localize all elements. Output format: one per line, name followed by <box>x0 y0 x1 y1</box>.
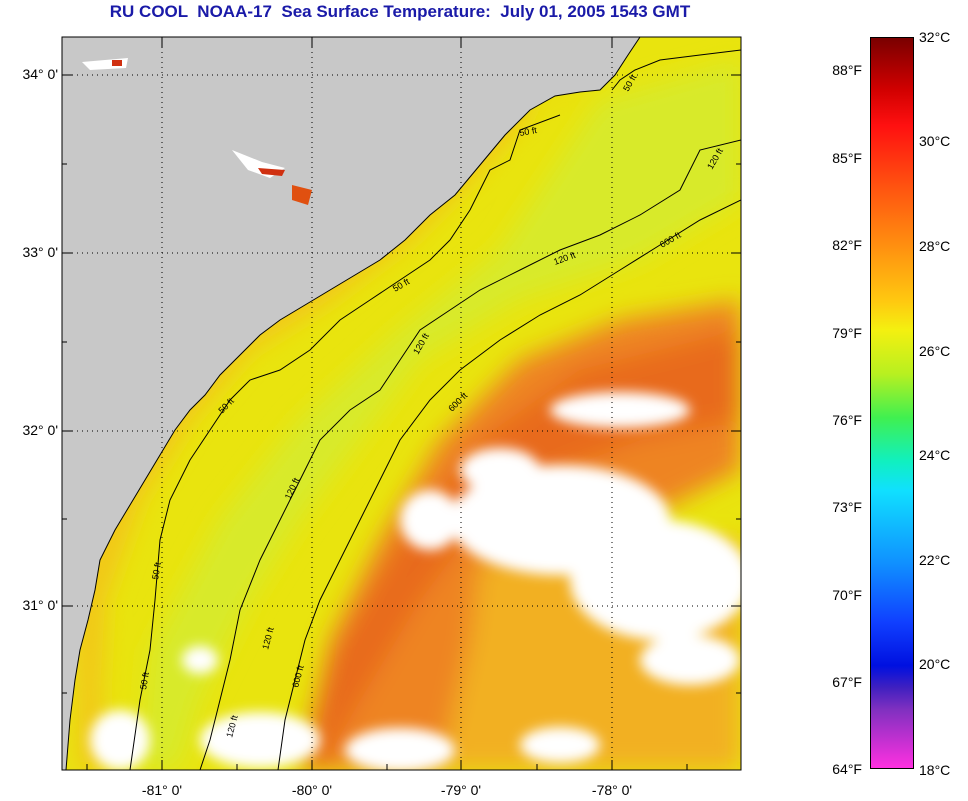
lat-label: 34° 0' <box>22 66 58 82</box>
land-mass <box>62 37 641 770</box>
lon-label: -81° 0' <box>141 782 183 798</box>
fahrenheit-label: 67°F <box>832 674 862 690</box>
cloud-patch <box>640 635 740 685</box>
contour-label: 50 ft <box>519 125 538 138</box>
gulf-stream-core <box>300 330 741 770</box>
cloud-patch <box>400 490 460 550</box>
temperature-colorbar <box>870 37 914 769</box>
celsius-label: 32°C <box>919 29 951 45</box>
contour-50ft <box>129 114 561 770</box>
celsius-label: 24°C <box>919 447 951 463</box>
nearshore-warm-band <box>75 90 600 770</box>
map-frame <box>61 36 742 771</box>
cloud-patch <box>570 520 741 640</box>
contour-label: 50 ft <box>150 561 163 580</box>
celsius-label: 30°C <box>919 133 951 149</box>
lake <box>112 60 122 66</box>
lat-label: 32° 0' <box>22 422 58 438</box>
contour-120ft <box>199 139 741 770</box>
contour-50ft-ne <box>611 49 741 91</box>
lat-label: 31° 0' <box>22 597 58 613</box>
celsius-label: 18°C <box>919 762 951 778</box>
fahrenheit-label: 64°F <box>832 761 862 777</box>
cloud-patch <box>550 392 690 428</box>
fahrenheit-label: 70°F <box>832 587 862 603</box>
lake <box>258 168 285 176</box>
cloud-patch <box>345 728 455 770</box>
map-title: RU COOL NOAA-17 Sea Surface Temperature:… <box>109 2 691 21</box>
fahrenheit-label: 88°F <box>832 62 862 78</box>
lon-label: -78° 0' <box>591 782 633 798</box>
celsius-label: 28°C <box>919 238 951 254</box>
contour-label: 50 ft <box>138 671 151 690</box>
celsius-label: 22°C <box>919 552 951 568</box>
cloud-patch <box>520 727 600 763</box>
fahrenheit-label: 82°F <box>832 237 862 253</box>
fahrenheit-label: 73°F <box>832 499 862 515</box>
celsius-label: 26°C <box>919 343 951 359</box>
cloud-patch <box>182 646 218 674</box>
lon-label: -79° 0' <box>440 782 482 798</box>
fahrenheit-label: 76°F <box>832 412 862 428</box>
cloud-patch <box>90 710 150 770</box>
lake <box>292 185 312 205</box>
cloud-patch <box>460 448 540 492</box>
cloud-patch <box>200 712 320 768</box>
celsius-label: 20°C <box>919 656 951 672</box>
contour-600ft <box>277 199 741 770</box>
fahrenheit-label: 79°F <box>832 325 862 341</box>
cool-shelf-water <box>140 60 741 770</box>
fahrenheit-label: 85°F <box>832 150 862 166</box>
lon-label: -80° 0' <box>291 782 333 798</box>
lat-label: 33° 0' <box>22 244 58 260</box>
